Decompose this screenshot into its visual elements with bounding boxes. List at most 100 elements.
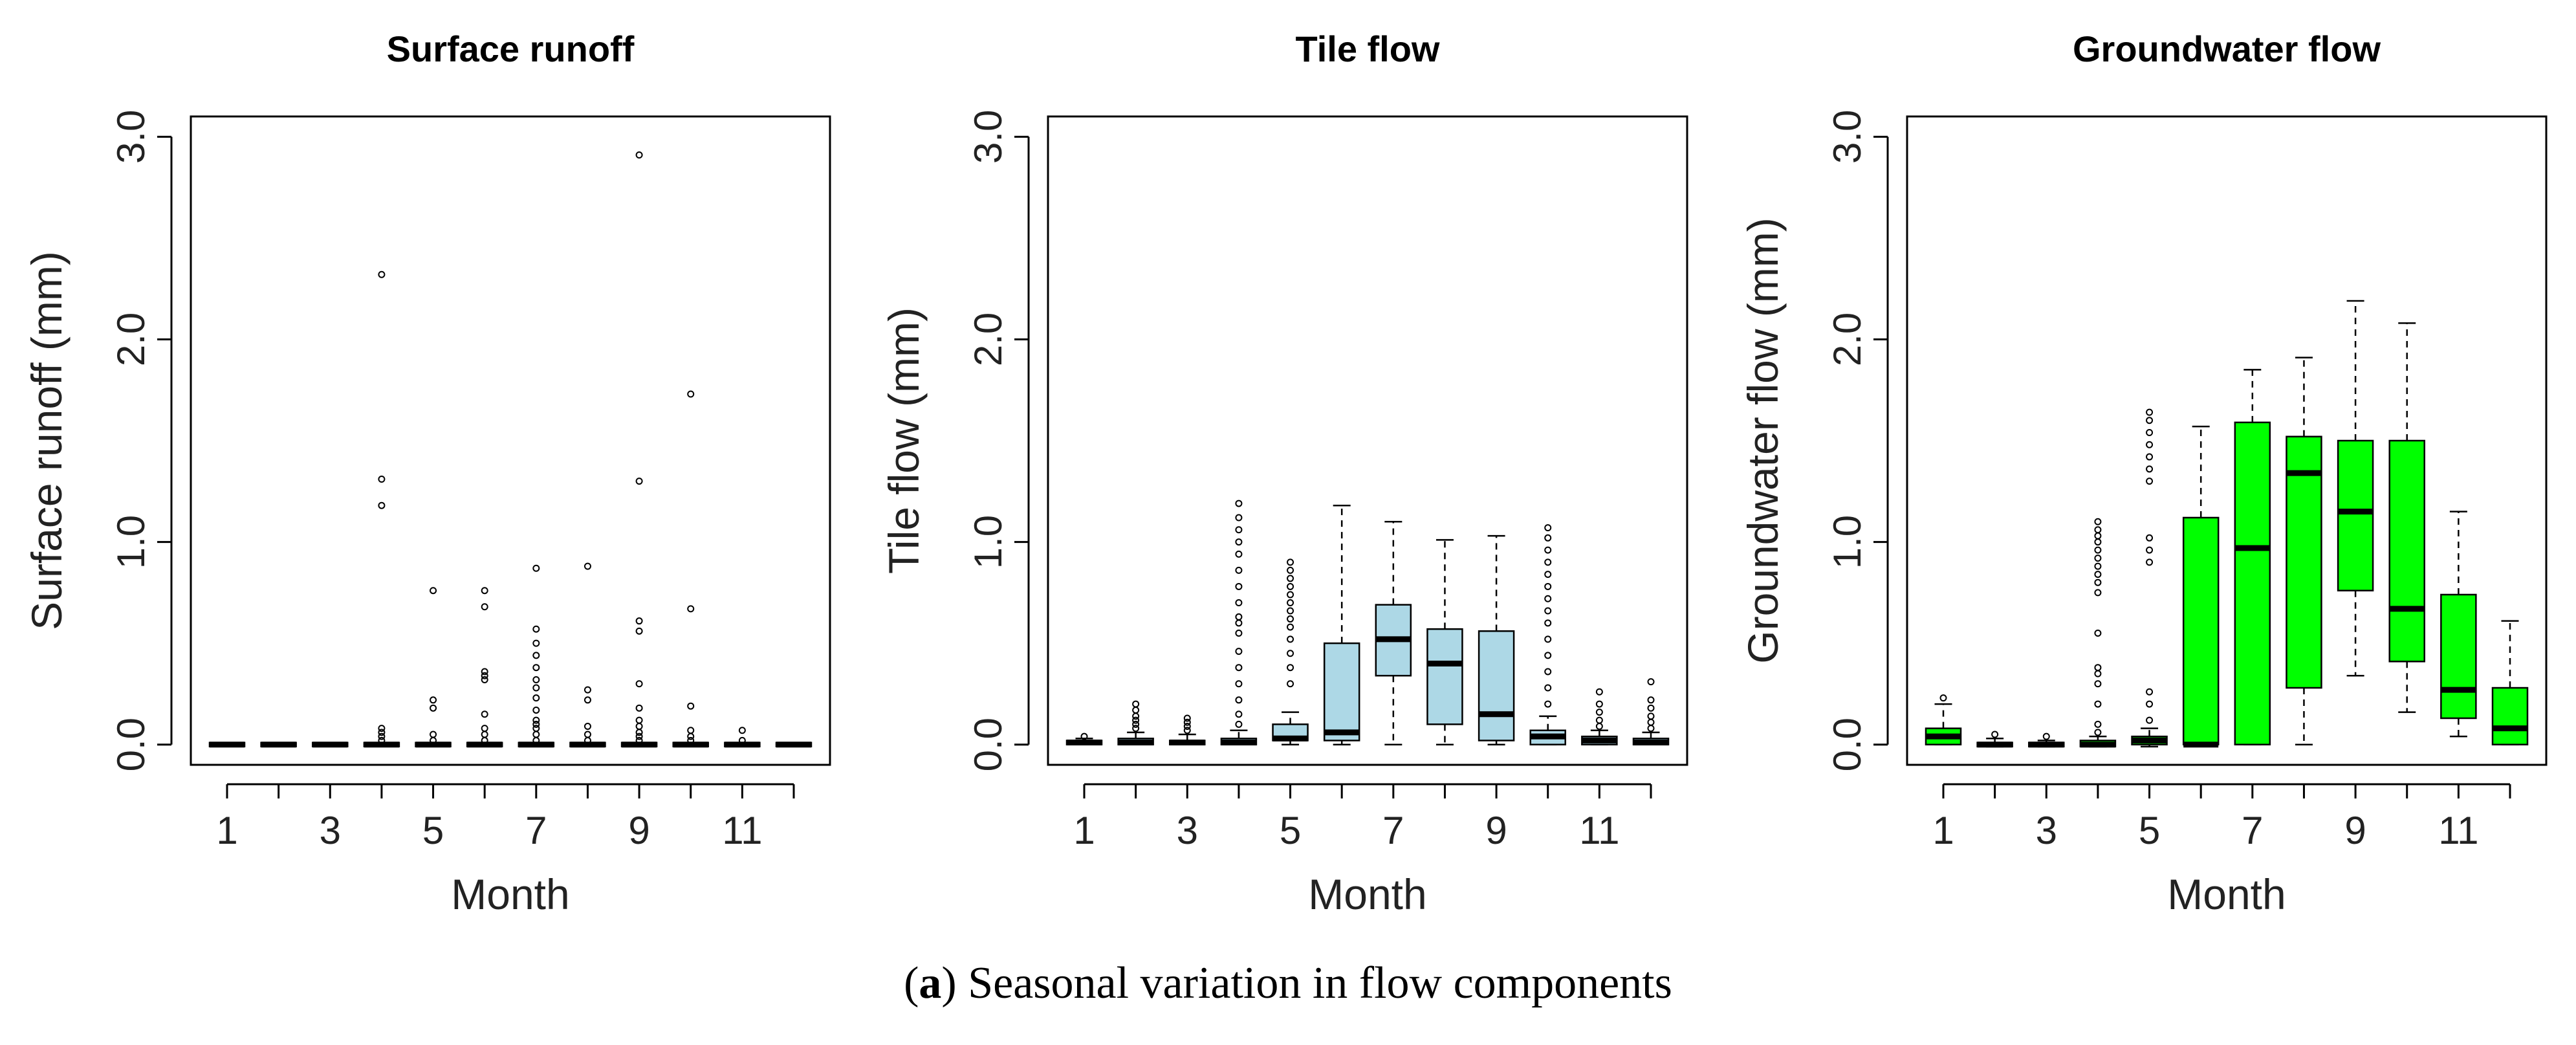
plot-frame bbox=[190, 115, 831, 766]
y-tick-label: 3.0 bbox=[1826, 110, 1869, 164]
outlier-point bbox=[1235, 500, 1243, 507]
figure-caption: (a) Seasonal variation in flow component… bbox=[904, 958, 1672, 1008]
outlier-point bbox=[584, 562, 591, 570]
outlier-point bbox=[430, 587, 437, 595]
outlier-point bbox=[532, 706, 540, 714]
x-axis-label: Month bbox=[2167, 870, 2286, 918]
box-month-8 bbox=[569, 562, 606, 748]
outlier-point bbox=[1544, 546, 1552, 554]
caption-text: Seasonal variation in flow components bbox=[968, 958, 1672, 1008]
x-axis-label: Month bbox=[1308, 870, 1426, 918]
x-tick-label: 9 bbox=[1485, 809, 1507, 852]
outlier-point bbox=[532, 639, 540, 647]
box-month-7 bbox=[518, 564, 555, 748]
outlier-point bbox=[1647, 718, 1655, 726]
outlier-point bbox=[687, 736, 695, 744]
outlier-point bbox=[635, 716, 643, 724]
box-month-11 bbox=[2440, 511, 2477, 738]
box-month-12 bbox=[775, 742, 813, 748]
outlier-point bbox=[1544, 668, 1552, 676]
y-tick-label: 1.0 bbox=[109, 515, 153, 569]
figure: Surface runoff 0.0 1.0 2.0 3.0 Surface runoff… bbox=[23, 28, 2548, 918]
outlier-point bbox=[1544, 684, 1552, 692]
outlier-point bbox=[2146, 558, 2154, 566]
outlier-point bbox=[635, 680, 643, 688]
outlier-point bbox=[378, 270, 386, 278]
outlier-point bbox=[1235, 619, 1243, 627]
outlier-point bbox=[481, 725, 488, 732]
outlier-point bbox=[430, 731, 437, 738]
outlier-point bbox=[1991, 731, 1999, 738]
outlier-point bbox=[2146, 534, 2154, 542]
outlier-point bbox=[1544, 700, 1552, 708]
box-month-2 bbox=[260, 742, 297, 748]
outlier-point bbox=[687, 732, 695, 740]
outlier-point bbox=[1544, 652, 1552, 659]
outlier-point bbox=[532, 720, 540, 728]
x-tick-label: 3 bbox=[2036, 809, 2057, 852]
outlier-point bbox=[1235, 613, 1243, 621]
outlier-point bbox=[1287, 635, 1294, 643]
box-month-5 bbox=[2131, 408, 2168, 748]
outlier-point bbox=[2146, 688, 2154, 696]
box-month-5 bbox=[415, 587, 452, 748]
outlier-point bbox=[635, 729, 643, 736]
outlier-point bbox=[2094, 729, 2102, 736]
outlier-point bbox=[2146, 716, 2154, 724]
outlier-point bbox=[1183, 718, 1191, 726]
outlier-point bbox=[635, 736, 643, 744]
outlier-point bbox=[1287, 664, 1294, 672]
chart-panel-surface-runoff: Surface runoff 0.0 1.0 2.0 3.0 Surface runoff… bbox=[23, 28, 831, 918]
outlier-point bbox=[1235, 526, 1243, 534]
outlier-point bbox=[635, 704, 643, 712]
outlier-point bbox=[532, 716, 540, 724]
outlier-point bbox=[1647, 696, 1655, 704]
y-tick-label: 2.0 bbox=[966, 313, 1010, 366]
box-month-8 bbox=[1426, 539, 1463, 745]
outlier-point bbox=[2094, 629, 2102, 637]
outlier-point bbox=[1544, 558, 1552, 566]
outlier-point bbox=[1132, 720, 1140, 728]
outlier-point bbox=[2094, 578, 2102, 586]
outlier-point bbox=[1235, 720, 1243, 728]
outlier-point bbox=[1939, 694, 1947, 702]
outlier-point bbox=[584, 731, 591, 738]
outlier-point bbox=[687, 702, 695, 710]
outlier-point bbox=[1235, 538, 1243, 546]
outlier-point bbox=[1544, 571, 1552, 578]
box-month-10 bbox=[2388, 322, 2425, 713]
outlier-point bbox=[584, 723, 591, 731]
outlier-point bbox=[532, 564, 540, 572]
outlier-point bbox=[532, 664, 540, 672]
outlier-point bbox=[635, 627, 643, 635]
x-tick-label: 1 bbox=[216, 809, 237, 852]
outlier-point bbox=[2146, 441, 2154, 448]
outlier-point bbox=[378, 501, 386, 509]
outlier-point bbox=[2094, 532, 2102, 540]
outlier-point bbox=[1132, 712, 1140, 720]
caption-letter: a bbox=[919, 958, 942, 1008]
outlier-point bbox=[1235, 629, 1243, 637]
outlier-point bbox=[1235, 664, 1243, 672]
outlier-point bbox=[1287, 566, 1294, 574]
outlier-point bbox=[1235, 680, 1243, 688]
outlier-point bbox=[1595, 709, 1603, 716]
outlier-point bbox=[2146, 453, 2154, 461]
box-month-3 bbox=[1169, 714, 1206, 746]
outlier-point bbox=[1235, 710, 1243, 718]
box-month-10 bbox=[1529, 524, 1566, 745]
outlier-point bbox=[1287, 575, 1294, 582]
iqr-box bbox=[1478, 630, 1515, 742]
iqr-box bbox=[2337, 439, 2374, 591]
x-tick-label: 7 bbox=[1382, 809, 1404, 852]
outlier-point bbox=[378, 725, 386, 732]
outlier-point bbox=[1287, 582, 1294, 590]
y-tick-label: 3.0 bbox=[966, 110, 1010, 164]
x-tick-label: 7 bbox=[2242, 809, 2263, 852]
y-tick-label: 0.0 bbox=[109, 718, 153, 771]
outlier-point bbox=[1287, 607, 1294, 615]
x-tick-label: 9 bbox=[2344, 809, 2366, 852]
outlier-point bbox=[1287, 558, 1294, 566]
outlier-point bbox=[1183, 714, 1191, 722]
outlier-point bbox=[532, 652, 540, 659]
